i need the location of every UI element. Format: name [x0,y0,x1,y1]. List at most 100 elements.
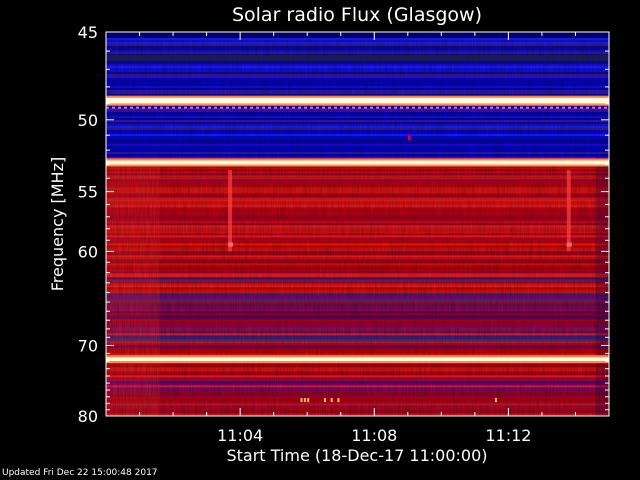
band-dash [124,106,127,109]
band-dash [514,106,517,109]
band-dash [190,106,193,109]
band-dash [532,106,535,109]
bright-band-edge [106,164,609,167]
bright-band-edge [106,158,609,161]
band-dash [598,106,601,109]
band-dash [334,106,337,109]
band-dash [112,106,115,109]
updated-timestamp: Updated Fri Dec 22 15:00:48 2017 [2,468,158,478]
bright-band-edge [106,355,609,358]
band-dash [394,106,397,109]
bright-band-edge [106,361,609,364]
chart-title: Solar radio Flux (Glasgow) [232,4,482,26]
band-dash [304,106,307,109]
bright-band-edge [106,103,609,106]
bright-band [106,97,609,104]
band-dash [172,106,175,109]
y-tick-label: 55 [78,183,98,202]
band-dash [178,106,181,109]
band-dash [568,106,571,109]
bright-band [106,160,609,165]
band-dash [328,106,331,109]
band-dash [256,106,259,109]
bright-band [106,357,609,362]
band-dash [220,106,223,109]
burst-speck [494,398,497,403]
x-tick-label: 11:04 [217,426,263,445]
band-dash [502,106,505,109]
band-dash [550,106,553,109]
vertical-feature [566,170,571,252]
band-dash [280,106,283,109]
band-dash [430,106,433,109]
band-dash [574,106,577,109]
band-dash [460,106,463,109]
band-dash [412,106,415,109]
band-dash [382,106,385,109]
band-dash [292,106,295,109]
band-dash [340,106,343,109]
band-dash [130,106,133,109]
band-dash [472,106,475,109]
band-dash [448,106,451,109]
band-dash [232,106,235,109]
band-dash [106,106,109,109]
vertical-feature [228,242,234,247]
band-dash [454,106,457,109]
band-dash [586,106,589,109]
band-dash [400,106,403,109]
plot-area [106,32,609,416]
burst-speck [323,398,326,403]
vertical-feature [228,170,233,252]
vertical-feature [407,135,411,141]
band-dash [316,106,319,109]
band-dash [544,106,547,109]
band-dash [142,106,145,109]
axis-frame [105,31,610,417]
band-dash [508,106,511,109]
x-tick-label: 11:08 [351,426,397,445]
band-dash [202,106,205,109]
band-dash [352,106,355,109]
band-dash [604,106,607,109]
band-dash [556,106,559,109]
band-dash [484,106,487,109]
band-dash [118,106,121,109]
y-tick-label: 45 [78,23,98,42]
y-tick-label: 50 [78,111,98,130]
band-dash [154,106,157,109]
band-dash [358,106,361,109]
band-dash [250,106,253,109]
band-dash [370,106,373,109]
x-tick-label: 11:12 [485,426,531,445]
band-dash [490,106,493,109]
burst-speck [300,398,303,403]
band-dash [436,106,439,109]
vertical-feature [566,242,572,247]
band-dash [520,106,523,109]
band-dash [208,106,211,109]
y-tick-label: 60 [78,242,98,261]
band-dash [364,106,367,109]
band-dash [346,106,349,109]
y-tick-label: 70 [78,336,98,355]
band-dash [274,106,277,109]
band-dash [442,106,445,109]
y-axis-label: Frequency [MHz] [48,157,67,291]
burst-speck [337,398,340,403]
band-dash [592,106,595,109]
band-dash [226,106,229,109]
band-dash [322,106,325,109]
x-axis-label: Start Time (18-Dec-17 11:00:00) [226,446,487,465]
band-dash [496,106,499,109]
band-dash [268,106,271,109]
band-dash [538,106,541,109]
band-dash [418,106,421,109]
band-dash [406,106,409,109]
band-dash [580,106,583,109]
band-dash [238,106,241,109]
band-dash [244,106,247,109]
band-dash [148,106,151,109]
band-dash [184,106,187,109]
